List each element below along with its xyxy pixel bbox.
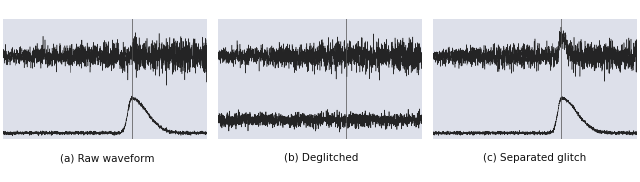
Text: (c) Separated glitch: (c) Separated glitch bbox=[483, 153, 587, 163]
Text: (b) Deglitched: (b) Deglitched bbox=[284, 153, 358, 163]
Text: (a) Raw waveform: (a) Raw waveform bbox=[60, 153, 155, 163]
